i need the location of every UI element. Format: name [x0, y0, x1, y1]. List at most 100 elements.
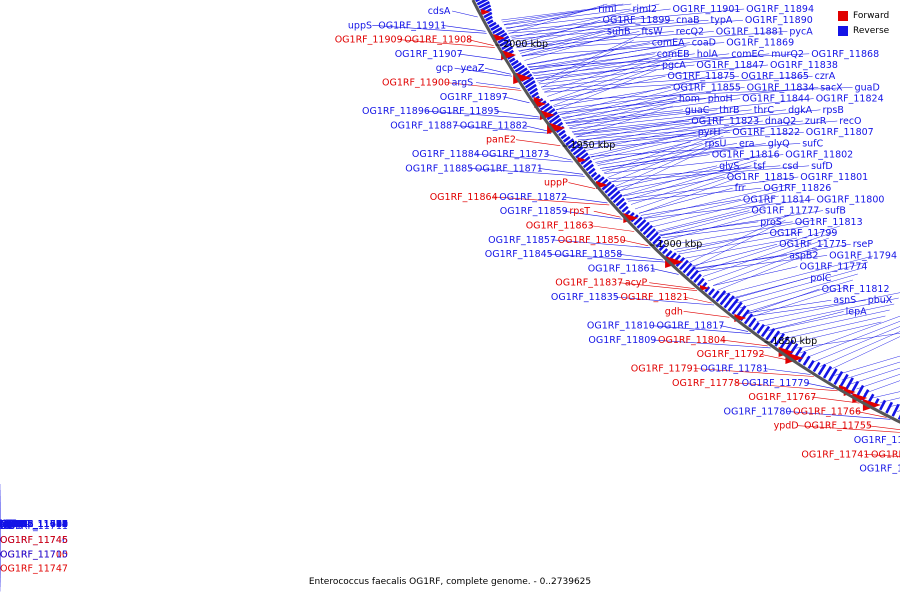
- right-connector-line: [723, 255, 874, 295]
- reverse-feature: [585, 163, 595, 172]
- right-connector-line: [634, 171, 745, 210]
- right-connector-line: [827, 336, 900, 372]
- right-gene-label: OG1RF_11706: [0, 519, 68, 530]
- left-connector-line: [562, 196, 608, 204]
- reverse-feature: [807, 359, 815, 370]
- left-gene-label: OG1RF_11861: [588, 263, 656, 274]
- right-connector-line: [611, 135, 724, 183]
- left-connector-line: [475, 82, 521, 89]
- right-connector-line: [516, 15, 644, 48]
- right-connector-line: [728, 261, 868, 300]
- left-gene-label: OG1RF_11767: [748, 392, 816, 403]
- left-connector-line: [614, 296, 715, 306]
- left-gene-label: OG1RF_11872: [499, 192, 567, 203]
- right-gene-label: OG1RF_11844: [742, 94, 810, 105]
- right-connector-line: [524, 33, 620, 61]
- right-gene-label: sufB: [825, 206, 846, 217]
- right-connector-line: [527, 39, 673, 66]
- reverse-feature: [711, 290, 720, 299]
- right-gene-label: hisS: [0, 519, 20, 530]
- scale-tick-label: 2000 kbp: [503, 39, 548, 50]
- right-connector-line: [751, 285, 849, 318]
- right-gene-label: OG1RF_11823: [691, 116, 759, 127]
- right-gene-label: glnA: [0, 519, 22, 530]
- right-connector-line: [600, 147, 744, 169]
- right-connector-line: [603, 123, 737, 174]
- right-gene-label: dnaQ2: [765, 116, 796, 127]
- right-connector-line: [547, 51, 679, 97]
- right-connector-line: [565, 109, 683, 124]
- right-gene-label: OG1RF_11695: [0, 519, 68, 530]
- reverse-feature: [715, 290, 727, 303]
- right-gene-label: OG1RF_11770: [0, 519, 68, 530]
- right-gene-label: OG1RF_11789: [0, 519, 68, 530]
- right-gene-label: OG1RF_11777: [751, 206, 819, 217]
- right-connector-line: [651, 195, 779, 228]
- right-gene-label: OG1RF_11868: [811, 49, 879, 60]
- right-gene-label: OG1RF_11680: [0, 519, 68, 530]
- right-gene-label: OG1RF_11752: [0, 519, 68, 530]
- reverse-feature: [752, 321, 760, 331]
- right-gene-label: iolG: [0, 519, 18, 530]
- left-connector-line: [763, 368, 811, 375]
- right-gene-label: glyS: [719, 161, 739, 172]
- reverse-feature: [570, 143, 581, 153]
- right-connector-line: [526, 42, 650, 65]
- right-connector-line: [581, 131, 731, 146]
- right-connector-line: [550, 57, 672, 102]
- right-connector-line: [660, 207, 767, 237]
- left-gene-label: yeaZ: [461, 63, 485, 74]
- right-gene-label: pyrH: [698, 127, 721, 138]
- right-gene-label: trpS: [0, 519, 20, 530]
- left-connector-line: [453, 125, 552, 134]
- right-connector-line: [747, 288, 820, 315]
- right-gene-label: suhB: [607, 26, 631, 37]
- left-connector-line: [651, 339, 771, 349]
- right-gene-label: OG1RF_11773: [0, 519, 68, 530]
- reverse-feature: [891, 403, 900, 417]
- right-connector-line: [734, 267, 863, 304]
- left-gene-label: cdsA: [428, 6, 451, 17]
- right-gene-label: iolD: [0, 519, 18, 530]
- right-gene-label: rmlB: [0, 519, 22, 530]
- right-connector-line: [530, 53, 655, 71]
- right-connector-line: [585, 123, 712, 151]
- reverse-feature: [723, 295, 735, 309]
- right-gene-label: OG1RF_11869: [726, 38, 794, 49]
- right-gene-label: OG1RF_11724: [0, 519, 68, 530]
- left-gene-label: OG1RF_11911: [378, 20, 446, 31]
- right-gene-label: OG1RF_11689: [0, 519, 68, 530]
- right-gene-label: licD: [0, 519, 18, 530]
- right-connector-line: [533, 53, 730, 77]
- right-gene-label: prs2: [0, 519, 21, 530]
- right-connector-line: [539, 64, 695, 85]
- left-connector-line: [568, 182, 596, 189]
- right-gene-label: OG1RF_11742: [0, 519, 68, 530]
- right-gene-label: tsf: [754, 161, 767, 172]
- right-connector-line: [718, 249, 819, 291]
- right-connector-line: [507, 8, 745, 32]
- right-gene-label: relA: [0, 519, 19, 530]
- right-gene-label: thrB: [719, 105, 739, 116]
- reverse-feature: [689, 269, 699, 280]
- right-gene-label: rseP: [853, 239, 874, 250]
- left-gene-label: OG1RF_11817: [657, 321, 725, 332]
- right-gene-label: thrC: [754, 105, 775, 116]
- right-connector-line: [521, 42, 725, 56]
- reverse-feature: [486, 19, 494, 25]
- left-connector-line: [458, 53, 503, 61]
- right-gene-label: bglA: [0, 519, 22, 530]
- right-gene-label: zurR: [805, 116, 827, 127]
- right-gene-label: mray2: [0, 519, 31, 530]
- right-connector-line: [713, 266, 798, 286]
- right-connector-line: [848, 367, 900, 385]
- reverse-feature: [562, 135, 571, 143]
- right-gene-label: OG1RF_11776: [0, 519, 68, 530]
- right-gene-label: riml: [598, 4, 616, 15]
- left-connector-line: [649, 282, 695, 289]
- right-connector-line: [559, 75, 710, 115]
- reverse-feature: [488, 21, 497, 28]
- left-gene-label: OG1RF_11755: [804, 421, 872, 432]
- scale-tick-label: 1900 kbp: [658, 239, 703, 250]
- right-gene-label: comG2: [0, 519, 34, 530]
